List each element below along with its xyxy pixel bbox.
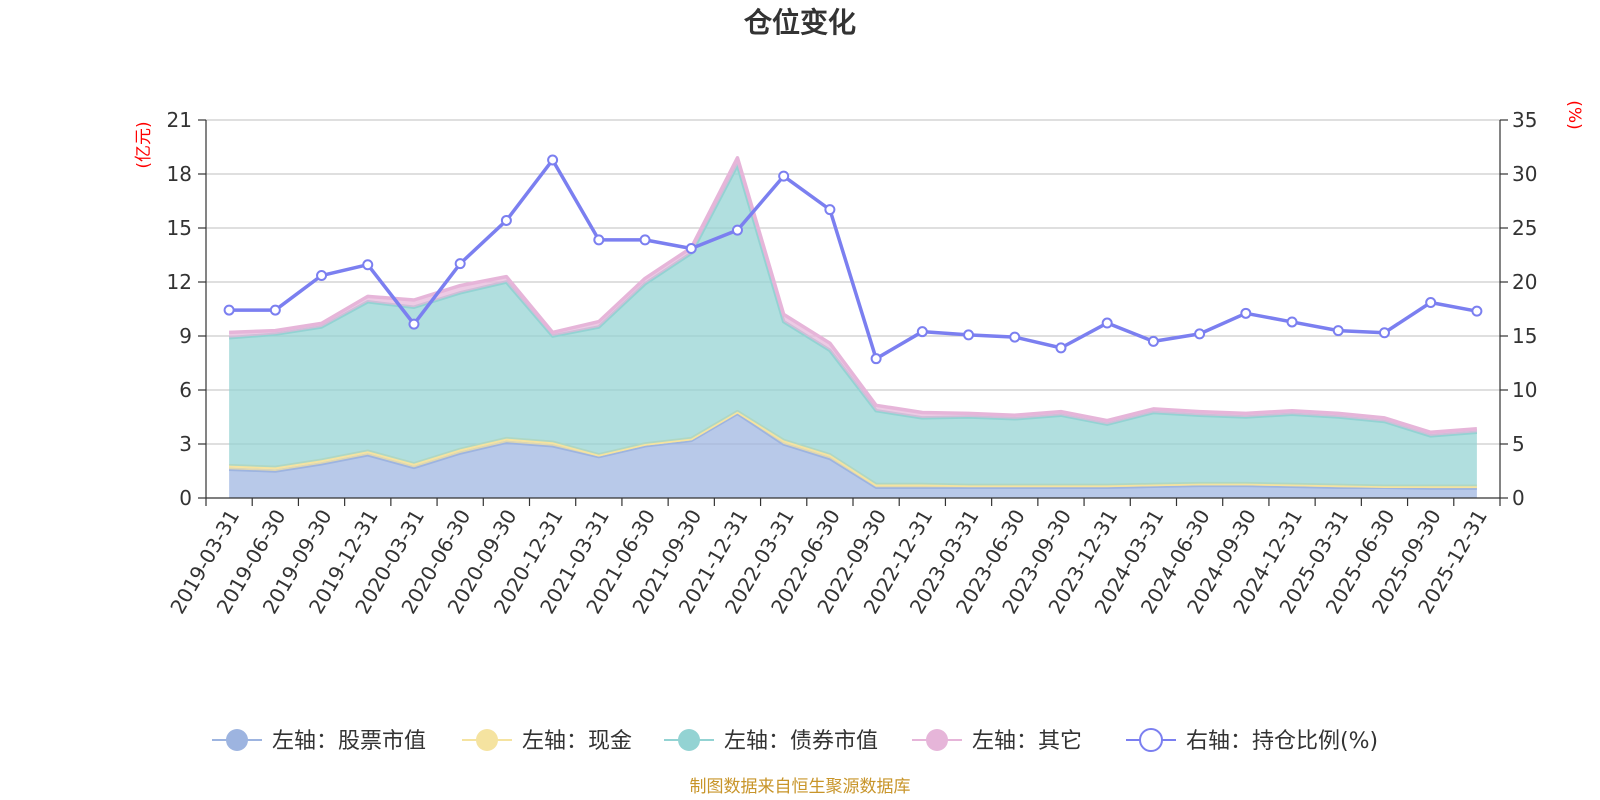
- legend-label: 左轴：债券市值: [724, 729, 878, 754]
- y-right-tick-label: 25: [1512, 216, 1537, 240]
- ratio-line-point: [500, 214, 512, 226]
- y-right-unit-label: (%): [1564, 100, 1584, 129]
- ratio-line-point: [824, 204, 836, 216]
- legend-marker-circle: [476, 729, 498, 751]
- legend-label: 右轴：持仓比例(%): [1186, 729, 1378, 754]
- ratio-line-point: [223, 304, 235, 316]
- ratio-line-point: [316, 270, 328, 282]
- y-axis-left: 0 3 6 9 12 15 18 21: [167, 108, 207, 510]
- ratio-line-point: [870, 353, 882, 365]
- chart-title: 仓位变化: [744, 6, 856, 39]
- ratio-line-point: [1425, 297, 1437, 309]
- y-right-tick-label: 0: [1512, 486, 1525, 510]
- y-left-tick-label: 9: [179, 324, 192, 348]
- legend-marker-circle: [678, 729, 700, 751]
- area-fill: [229, 165, 1477, 487]
- ratio-line-point: [1101, 317, 1113, 329]
- area-fill: [229, 157, 1477, 436]
- ratio-line-point: [1147, 335, 1159, 347]
- y-right-tick-label: 15: [1512, 324, 1537, 348]
- ratio-line-point: [1332, 325, 1344, 337]
- ratio-line-point: [408, 318, 420, 330]
- ratio-line-point: [778, 170, 790, 182]
- ratio-line-point: [916, 326, 928, 338]
- y-left-tick-label: 18: [167, 162, 192, 186]
- ratio-line-point: [454, 258, 466, 270]
- legend: 左轴：股票市值 左轴：现金 左轴：债券市值 左轴：其它 右轴：持仓比例(%): [212, 728, 1378, 754]
- y-right-tick-label: 35: [1512, 108, 1537, 132]
- ratio-line-point: [547, 154, 559, 166]
- legend-label: 左轴：股票市值: [272, 729, 426, 754]
- source-note: 制图数据来自恒生聚源数据库: [690, 777, 911, 797]
- ratio-line-point: [1055, 342, 1067, 354]
- ratio-line-point: [731, 224, 743, 236]
- legend-marker-hollow-circle: [1139, 728, 1163, 752]
- ratio-line-series: [223, 154, 1483, 365]
- y-axis-right: 0 5 10 15 20 25 30 35: [1499, 108, 1537, 510]
- y-left-unit-label: (亿元): [134, 121, 154, 168]
- legend-marker-circle: [926, 729, 948, 751]
- y-left-tick-label: 6: [179, 378, 192, 402]
- ratio-line-point: [1286, 316, 1298, 328]
- ratio-line-point: [963, 329, 975, 341]
- ratio-line-point: [269, 304, 281, 316]
- ratio-line-point: [685, 243, 697, 255]
- y-right-tick-label: 20: [1512, 270, 1537, 294]
- ratio-line-path: [229, 158, 1478, 361]
- y-right-tick-label: 30: [1512, 162, 1537, 186]
- y-right-tick-label: 5: [1512, 432, 1525, 456]
- legend-item: 左轴：债券市值: [664, 729, 878, 754]
- y-left-tick-label: 0: [179, 486, 192, 510]
- ratio-line-point: [1194, 328, 1206, 340]
- legend-label: 左轴：现金: [522, 729, 632, 754]
- area-fill: [229, 413, 1477, 498]
- ratio-line-point: [1009, 331, 1021, 343]
- legend-item: 左轴：股票市值: [212, 729, 426, 754]
- y-left-tick-label: 3: [179, 432, 192, 456]
- ratio-line-point: [362, 259, 374, 271]
- y-right-tick-label: 10: [1512, 378, 1537, 402]
- x-axis: 2019-03-312019-06-302019-09-302019-12-31…: [165, 497, 1501, 618]
- ratio-line-point: [1240, 307, 1252, 319]
- y-left-tick-label: 21: [167, 108, 192, 132]
- legend-item: 右轴：持仓比例(%): [1126, 728, 1378, 754]
- ratio-line-point: [1378, 327, 1390, 339]
- ratio-line-point: [593, 234, 605, 246]
- legend-marker-circle: [226, 729, 248, 751]
- legend-item: 左轴：现金: [462, 729, 632, 754]
- ratio-line-point: [1471, 305, 1483, 317]
- y-left-tick-label: 15: [167, 216, 192, 240]
- ratio-line-point: [639, 234, 651, 246]
- legend-item: 左轴：其它: [912, 729, 1082, 754]
- legend-label: 左轴：其它: [972, 729, 1082, 754]
- y-left-tick-label: 12: [167, 270, 192, 294]
